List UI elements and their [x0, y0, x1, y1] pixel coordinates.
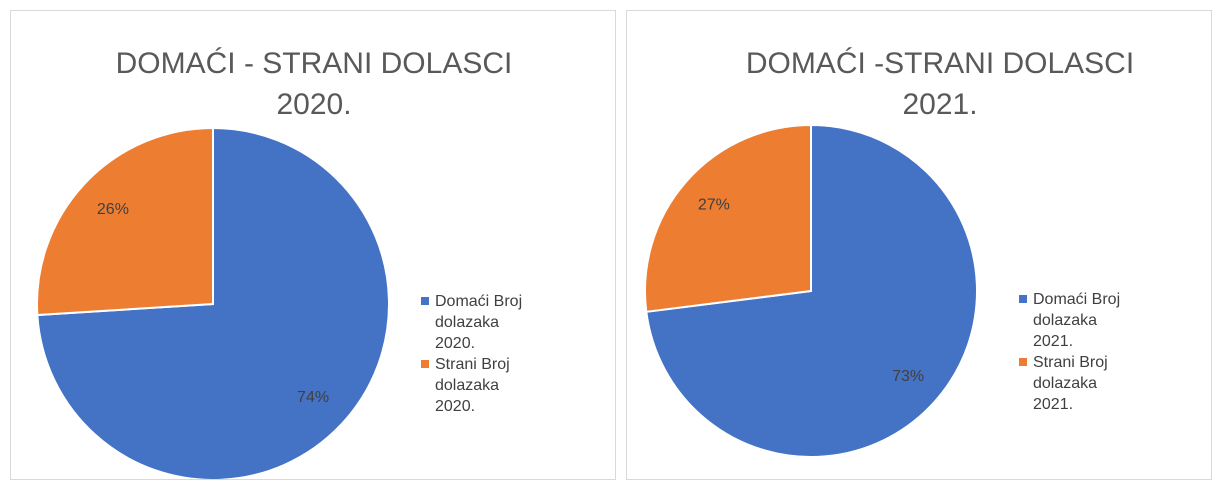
- legend-swatch: [421, 297, 429, 305]
- chart-panel: 73% 27% Domaći Broj dolazaka 2021. Strani B…: [626, 10, 1212, 480]
- chart-title: DOMAĆI - STRANI DOLASCI 2020.: [115, 47, 513, 121]
- data-label: 26%: [97, 201, 129, 218]
- pie-area: 74% 26%: [36, 126, 390, 479]
- data-label: 74%: [297, 389, 329, 406]
- legend-entry: Domaći Broj dolazaka 2020.: [421, 291, 541, 354]
- legend-entry: Strani Broj dolazaka 2020.: [421, 354, 541, 417]
- legend-swatch: [1019, 358, 1027, 366]
- legend: Domaći Broj dolazaka 2020. Strani Broj do…: [421, 291, 541, 417]
- legend-swatch: [1019, 295, 1027, 303]
- chart-title: DOMAĆI -STRANI DOLASCI 2021.: [745, 47, 1135, 121]
- pie-slice: [644, 123, 812, 313]
- chart-panel: 74% 26% Domaći Broj dolazaka 2020. Strani B…: [10, 10, 616, 480]
- data-label: 27%: [698, 197, 730, 214]
- legend: Domaći Broj dolazaka 2021. Strani Broj do…: [1019, 289, 1139, 415]
- legend-label: Domaći Broj dolazaka 2021.: [1033, 291, 1121, 350]
- legend-entry: Domaći Broj dolazaka 2021.: [1019, 289, 1139, 352]
- data-label: 73%: [892, 368, 924, 385]
- legend-label: Strani Broj dolazaka 2020.: [435, 356, 510, 415]
- pie-area: 73% 27%: [644, 123, 978, 458]
- legend-label: Strani Broj dolazaka 2021.: [1033, 354, 1108, 413]
- pie-slice: [36, 126, 214, 317]
- legend-swatch: [421, 360, 429, 368]
- legend-label: Domaći Broj dolazaka 2020.: [435, 293, 523, 352]
- legend-entry: Strani Broj dolazaka 2021.: [1019, 352, 1139, 415]
